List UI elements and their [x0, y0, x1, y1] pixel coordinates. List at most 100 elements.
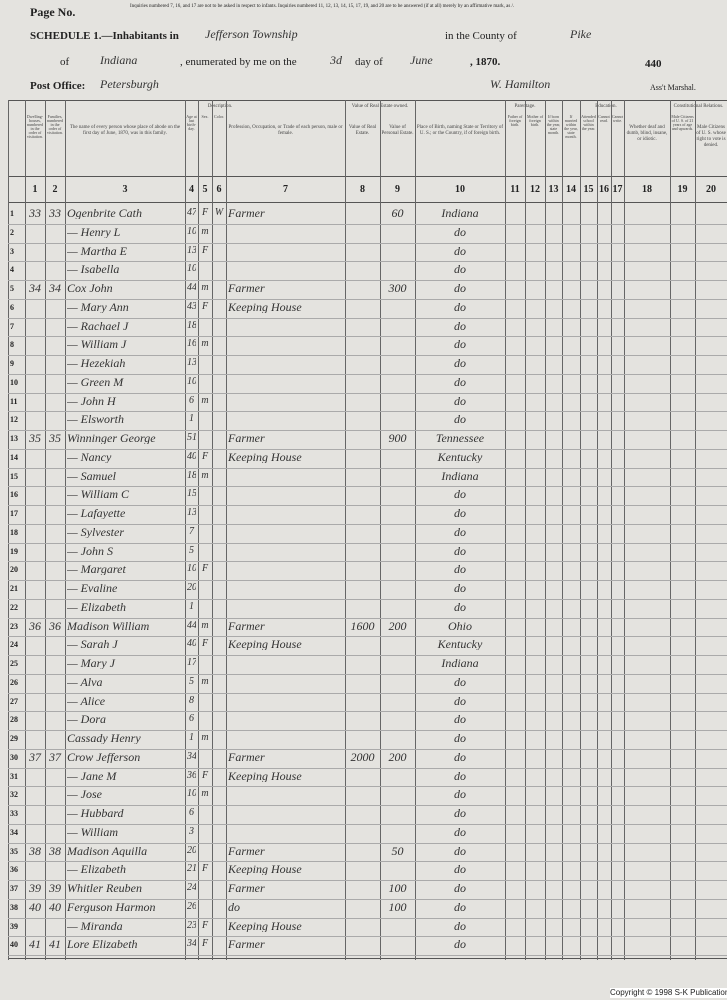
- column-heading: Sex.: [201, 115, 209, 119]
- row-rule: [8, 505, 727, 506]
- cell-sex: F: [201, 300, 209, 312]
- row-rule: [8, 411, 727, 413]
- column-rule: [65, 100, 66, 960]
- column-rule: [415, 100, 416, 960]
- line-number: 22: [10, 602, 18, 612]
- column-heading: The name of every person whose place of …: [69, 125, 181, 136]
- column-number: 8: [360, 184, 365, 195]
- line-number: 16: [10, 490, 18, 500]
- cell-name: Cassady Henry: [67, 732, 141, 744]
- column-rule: [45, 100, 46, 960]
- column-rule: [562, 100, 563, 960]
- column-number: 7: [283, 184, 288, 195]
- cell-age: 36: [187, 769, 196, 781]
- cell-occ: Farmer: [228, 938, 265, 951]
- cell-fam: 41: [49, 938, 61, 951]
- cell-dw: 36: [29, 619, 41, 632]
- cell-age: 10: [187, 375, 196, 387]
- line-number: 23: [10, 621, 18, 631]
- cell-sex: F: [201, 244, 209, 256]
- cell-age: 10: [187, 563, 196, 575]
- cell-age: 1: [189, 732, 194, 743]
- cell-sex: F: [201, 938, 209, 950]
- county: Pike: [570, 27, 592, 41]
- cell-name: Lore Elizabeth: [67, 938, 138, 951]
- cell-name: — Lafayette: [67, 507, 126, 519]
- cell-occ: Farmer: [228, 432, 265, 444]
- row-rule: [8, 805, 727, 806]
- line-number: 8: [10, 340, 14, 350]
- cell-name: — Jane M: [67, 769, 117, 782]
- cell-pers: 50: [391, 844, 404, 857]
- column-number: 20: [706, 184, 716, 195]
- cell-dw: 39: [29, 882, 41, 894]
- line-number: 3: [10, 246, 14, 256]
- cell-birth: do: [454, 375, 466, 388]
- cell-occ: Farmer: [228, 882, 265, 894]
- column-number: 11: [510, 184, 520, 195]
- cell-occ: Keeping House: [228, 863, 302, 876]
- cell-fam: 40: [49, 900, 61, 913]
- cell-birth: do: [454, 507, 466, 519]
- line-number: 11: [10, 396, 18, 406]
- cell-name: — Rachael J: [67, 319, 129, 332]
- cell-birth: do: [454, 244, 466, 257]
- cell-color: W: [214, 207, 224, 218]
- row-rule: [8, 392, 727, 394]
- cell-pers: 100: [388, 900, 407, 913]
- row-rule: [8, 561, 727, 563]
- row-rule: [8, 692, 727, 694]
- row-rule: [8, 936, 727, 938]
- column-number: 1: [32, 184, 38, 195]
- cell-name: — Henry L: [67, 225, 121, 238]
- group-heading: Value of Real Estate owned.: [351, 104, 409, 109]
- group-heading: Education.: [595, 104, 617, 109]
- row-rule: [8, 617, 727, 619]
- enumerated: , enumerated by me on the: [180, 56, 297, 68]
- line-number: 5: [10, 284, 14, 293]
- cell-birth: do: [454, 844, 466, 857]
- cell-birth: Indiana: [441, 469, 479, 482]
- line-number: 36: [10, 865, 18, 875]
- column-rule: [345, 100, 346, 960]
- column-heading: Father of foreign birth.: [507, 115, 523, 127]
- column-number: 9: [395, 184, 400, 195]
- cell-sex: F: [201, 638, 209, 650]
- cell-occ: Farmer: [228, 844, 265, 857]
- cell-occ: Farmer: [228, 207, 265, 219]
- cell-sex: F: [201, 919, 209, 931]
- cell-name: — William C: [67, 488, 130, 501]
- column-number: 4: [189, 184, 194, 195]
- county-label: in the County of: [445, 30, 517, 42]
- line-number: 20: [10, 565, 18, 575]
- line-number: 34: [10, 827, 18, 837]
- cell-dw: 38: [29, 844, 41, 857]
- column-heading: Value of Real Estate.: [348, 125, 377, 136]
- cell-real: 2000: [350, 750, 375, 763]
- line-number: 29: [10, 734, 18, 743]
- column-heading: Cannot write.: [612, 115, 623, 123]
- cell-age: 23: [187, 919, 196, 931]
- cell-name: — Hubbard: [67, 807, 124, 819]
- cell-name: Ogenbrite Cath: [67, 207, 142, 219]
- cell-age: 15: [187, 488, 196, 500]
- cell-age: 34: [187, 750, 196, 762]
- row-rule: [8, 336, 727, 338]
- row-rule: [8, 373, 727, 375]
- cell-birth: do: [454, 544, 466, 557]
- cell-birth: do: [454, 675, 466, 688]
- line-number: 32: [10, 790, 18, 800]
- column-number: 14: [566, 184, 576, 195]
- line-number: 19: [10, 546, 18, 556]
- column-rule: [380, 100, 381, 960]
- column-heading: Place of Birth, naming State or Territor…: [416, 125, 504, 136]
- cell-birth: do: [454, 900, 466, 913]
- row-rule: [8, 467, 727, 469]
- cell-occ: Keeping House: [228, 638, 302, 651]
- row-rule: [8, 355, 727, 356]
- cell-age: 10: [187, 263, 196, 275]
- cell-birth: do: [454, 713, 466, 726]
- column-number: 17: [612, 184, 623, 195]
- cell-name: — Mary J: [67, 657, 115, 669]
- cell-sex: F: [201, 207, 209, 218]
